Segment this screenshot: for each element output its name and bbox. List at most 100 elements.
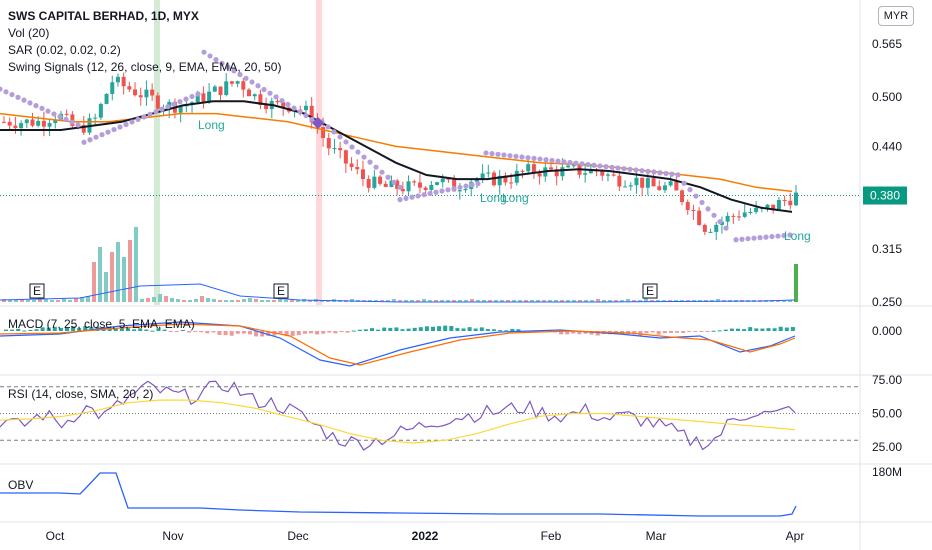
chart-title: SWS CAPITAL BERHAD, 1D, MYX bbox=[8, 9, 199, 23]
sar-dot bbox=[27, 100, 33, 106]
sar-dot bbox=[463, 183, 469, 189]
macd-histogram-bar bbox=[455, 328, 460, 331]
macd-histogram-bar bbox=[766, 328, 771, 331]
candle-body bbox=[782, 199, 787, 201]
candle-body bbox=[691, 210, 696, 212]
sar-indicator-label[interactable]: SAR (0.02, 0.02, 0.2) bbox=[8, 43, 121, 57]
sar-dot bbox=[501, 152, 507, 158]
volume-bar bbox=[584, 300, 588, 302]
sar-dot bbox=[117, 124, 123, 130]
macd-histogram-bar bbox=[150, 330, 155, 332]
volume-bar bbox=[242, 299, 246, 302]
candle-body bbox=[155, 95, 160, 109]
candle-body bbox=[360, 169, 365, 180]
vol-indicator-label[interactable]: Vol (20) bbox=[8, 26, 50, 40]
macd-histogram-bar bbox=[656, 331, 661, 335]
volume-bar bbox=[68, 300, 72, 302]
macd-histogram-bar bbox=[760, 328, 765, 331]
sar-dot bbox=[567, 159, 573, 166]
volume-bar bbox=[488, 300, 492, 302]
volume-bar bbox=[572, 300, 576, 302]
volume-bar bbox=[548, 300, 552, 302]
sar-dot bbox=[63, 116, 69, 123]
candle-body bbox=[115, 76, 120, 83]
candle-body bbox=[207, 91, 212, 102]
candle-body bbox=[24, 119, 29, 124]
candle-body bbox=[452, 178, 457, 192]
candle-body bbox=[326, 138, 331, 149]
candle-body bbox=[127, 86, 132, 90]
macd-histogram-bar bbox=[229, 331, 234, 336]
sar-dot bbox=[579, 161, 585, 167]
volume-bar bbox=[74, 298, 78, 302]
candle-body bbox=[423, 187, 428, 190]
sar-dot bbox=[213, 57, 219, 63]
volume-bar bbox=[656, 300, 660, 302]
candle-body bbox=[201, 93, 206, 102]
macd-histogram-bar bbox=[144, 329, 149, 331]
sar-dot bbox=[141, 114, 147, 120]
macd-histogram-bar bbox=[28, 329, 33, 331]
volume-bar bbox=[476, 300, 480, 302]
sar-dot bbox=[687, 187, 693, 193]
macd-histogram-bar bbox=[333, 331, 338, 334]
candle-body bbox=[406, 181, 411, 192]
time-tick-label: Mar bbox=[646, 529, 667, 543]
volume-bar bbox=[140, 299, 144, 302]
candle-body bbox=[133, 89, 138, 96]
candle-body bbox=[737, 216, 742, 218]
macd-histogram-bar bbox=[516, 329, 521, 331]
candle-body bbox=[497, 175, 502, 186]
volume-bar bbox=[470, 299, 474, 302]
candle-body bbox=[212, 86, 217, 92]
swing-indicator-label[interactable]: Swing Signals (12, 26, close, 9, EMA, EM… bbox=[8, 60, 282, 74]
volume-bar bbox=[80, 297, 84, 302]
macd-histogram-bar bbox=[632, 331, 637, 335]
sar-dot bbox=[489, 151, 495, 157]
volume-bar bbox=[272, 300, 276, 302]
candle-body bbox=[247, 89, 252, 97]
sar-dot bbox=[349, 144, 355, 150]
macd-histogram-bar bbox=[266, 331, 271, 336]
time-tick-label: Nov bbox=[162, 529, 183, 543]
macd-histogram-bar bbox=[662, 331, 667, 334]
candle-body bbox=[429, 184, 434, 190]
sar-dot bbox=[249, 79, 255, 85]
macd-pane-label[interactable]: MACD (7, 25, close, 5, EMA, EMA) bbox=[8, 317, 195, 331]
volume-bar bbox=[632, 300, 636, 302]
candle-body bbox=[389, 180, 394, 187]
macd-histogram-bar bbox=[10, 329, 15, 331]
sar-dot bbox=[757, 235, 763, 241]
sar-dot bbox=[309, 116, 315, 122]
rsi-tick-label: 50.00 bbox=[872, 407, 902, 421]
macd-histogram-bar bbox=[790, 327, 795, 331]
macd-histogram-bar bbox=[571, 331, 576, 334]
volume-bar bbox=[200, 296, 204, 302]
volume-bar bbox=[320, 300, 324, 302]
volume-bar bbox=[644, 296, 648, 302]
candle-body bbox=[531, 164, 536, 174]
sar-dot bbox=[609, 164, 615, 170]
macd-signal-line bbox=[0, 323, 796, 366]
sar-dot bbox=[409, 194, 415, 200]
sar-dot bbox=[769, 233, 775, 240]
candle-body bbox=[685, 202, 690, 211]
sar-dot bbox=[297, 109, 303, 115]
sar-dot bbox=[129, 119, 135, 125]
price-tick-label: 0.565 bbox=[872, 37, 902, 51]
macd-histogram-bar bbox=[583, 331, 588, 334]
macd-histogram-bar bbox=[443, 325, 448, 331]
rsi-pane-label[interactable]: RSI (14, close, SMA, 20, 2) bbox=[8, 387, 154, 401]
macd-histogram-bar bbox=[424, 326, 429, 331]
price-tick-label: 0.500 bbox=[872, 90, 902, 104]
volume-bar bbox=[62, 299, 66, 302]
obv-pane-label[interactable]: OBV bbox=[8, 478, 34, 492]
sar-dot bbox=[15, 94, 21, 100]
sar-dot bbox=[303, 112, 309, 119]
currency-button[interactable]: MYR bbox=[878, 6, 914, 26]
candle-body bbox=[372, 176, 377, 188]
sar-dot bbox=[273, 94, 279, 100]
macd-histogram-bar bbox=[34, 329, 39, 331]
earnings-marker-label: E bbox=[33, 284, 41, 298]
